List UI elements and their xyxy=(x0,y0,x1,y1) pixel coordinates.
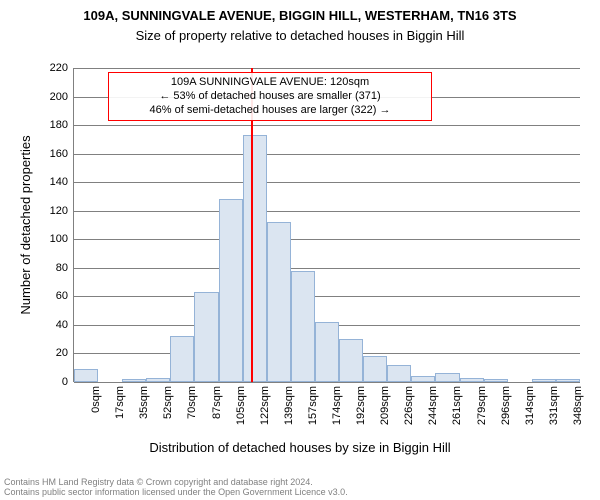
gridline xyxy=(74,125,580,126)
y-tick-label: 120 xyxy=(50,205,74,217)
x-tick-label: 52sqm xyxy=(162,382,174,419)
gridline xyxy=(74,154,580,155)
histogram-bar xyxy=(291,271,315,382)
y-tick-label: 140 xyxy=(50,176,74,188)
histogram-bar xyxy=(170,336,194,382)
y-axis-line xyxy=(73,68,74,382)
annotation-line-3: 46% of semi-detached houses are larger (… xyxy=(115,104,425,118)
annotation-box: 109A SUNNINGVALE AVENUE: 120sqm ← 53% of… xyxy=(108,72,432,121)
x-tick-label: 226sqm xyxy=(403,382,415,425)
y-tick-label: 80 xyxy=(56,262,74,274)
x-tick-label: 192sqm xyxy=(355,382,367,425)
gridline xyxy=(74,68,580,69)
histogram-bar xyxy=(387,365,411,382)
x-tick-label: 122sqm xyxy=(259,382,271,425)
x-tick-label: 0sqm xyxy=(90,382,102,413)
x-tick-label: 87sqm xyxy=(211,382,223,419)
x-tick-label: 17sqm xyxy=(114,382,126,419)
y-tick-label: 60 xyxy=(56,290,74,302)
y-tick-label: 0 xyxy=(62,376,74,388)
x-tick-label: 348sqm xyxy=(572,382,584,425)
page-subtitle: Size of property relative to detached ho… xyxy=(0,28,600,43)
histogram-bar xyxy=(267,222,291,382)
y-axis-label: Number of detached properties xyxy=(18,68,33,382)
gridline xyxy=(74,268,580,269)
x-tick-label: 174sqm xyxy=(331,382,343,425)
histogram-bar xyxy=(435,373,459,382)
x-axis-label: Distribution of detached houses by size … xyxy=(0,440,600,455)
y-tick-label: 220 xyxy=(50,62,74,74)
x-tick-label: 35sqm xyxy=(138,382,150,419)
attribution-line-2: Contains public sector information licen… xyxy=(4,488,600,498)
x-tick-label: 261sqm xyxy=(451,382,463,425)
x-tick-label: 279sqm xyxy=(476,382,488,425)
histogram-bar xyxy=(219,199,243,382)
y-tick-label: 100 xyxy=(50,233,74,245)
annotation-line-1: 109A SUNNINGVALE AVENUE: 120sqm xyxy=(115,76,425,90)
gridline xyxy=(74,211,580,212)
gridline xyxy=(74,182,580,183)
x-tick-label: 244sqm xyxy=(427,382,439,425)
y-tick-label: 200 xyxy=(50,91,74,103)
attribution: Contains HM Land Registry data © Crown c… xyxy=(0,478,600,500)
x-tick-label: 105sqm xyxy=(235,382,247,425)
histogram-bar xyxy=(315,322,339,382)
x-tick-label: 314sqm xyxy=(524,382,536,425)
histogram-bar xyxy=(74,369,98,382)
page-title: 109A, SUNNINGVALE AVENUE, BIGGIN HILL, W… xyxy=(0,8,600,23)
y-tick-label: 20 xyxy=(56,347,74,359)
y-tick-label: 160 xyxy=(50,148,74,160)
y-tick-label: 180 xyxy=(50,119,74,131)
x-tick-label: 70sqm xyxy=(186,382,198,419)
histogram-bar xyxy=(243,135,267,382)
x-tick-label: 209sqm xyxy=(379,382,391,425)
annotation-line-2: ← 53% of detached houses are smaller (37… xyxy=(115,90,425,104)
histogram-bar xyxy=(363,356,387,382)
x-tick-label: 139sqm xyxy=(283,382,295,425)
x-tick-label: 296sqm xyxy=(500,382,512,425)
y-tick-label: 40 xyxy=(56,319,74,331)
gridline xyxy=(74,239,580,240)
histogram-bar xyxy=(194,292,218,382)
histogram-bar xyxy=(339,339,363,382)
x-tick-label: 331sqm xyxy=(548,382,560,425)
x-tick-label: 157sqm xyxy=(307,382,319,425)
gridline xyxy=(74,296,580,297)
